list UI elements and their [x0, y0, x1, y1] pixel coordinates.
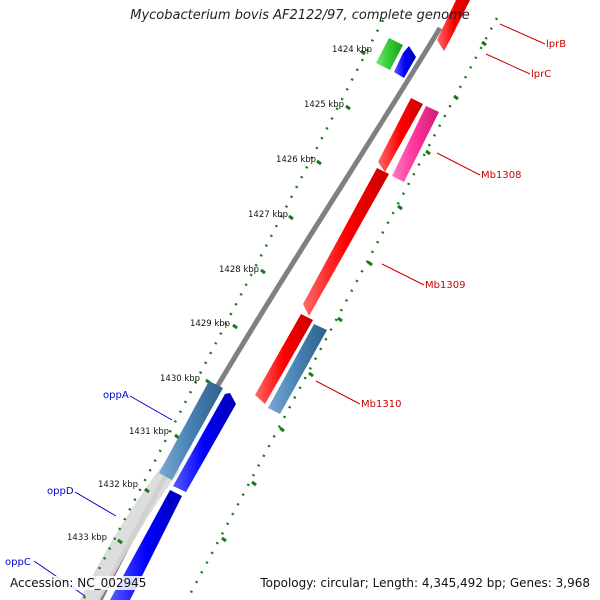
accession-text: Accession: NC_002945	[8, 576, 149, 590]
gene-oppA[interactable]	[173, 393, 236, 492]
gene-pink[interactable]	[392, 106, 439, 182]
backbone-shadow	[80, 462, 180, 600]
tick-label-1428: 1428 kbp	[219, 265, 259, 275]
tick-label-1425: 1425 kbp	[304, 100, 344, 110]
label-oppA: oppA	[103, 390, 129, 401]
gene-mb1309[interactable]	[303, 168, 389, 316]
tick-label-1433: 1433 kbp	[67, 533, 107, 543]
gene-oppD[interactable]	[110, 490, 182, 600]
label-connectors	[33, 23, 546, 597]
gene-mb1308[interactable]	[378, 98, 423, 172]
tick-label-1431: 1431 kbp	[129, 427, 169, 437]
gene-small-blue[interactable]	[394, 46, 416, 78]
tick-label-1424: 1424 kbp	[332, 45, 372, 55]
tick-label-1430: 1430 kbp	[160, 374, 200, 384]
label-lprC: lprC	[531, 69, 551, 80]
tick-label-1427: 1427 kbp	[248, 210, 288, 220]
label-oppC: oppC	[5, 557, 31, 568]
label-mb1309: Mb1309	[425, 280, 465, 291]
tick-label-1426: 1426 kbp	[276, 155, 316, 165]
backbone-track	[97, 26, 443, 600]
topology-summary: Topology: circular; Length: 4,345,492 bp…	[258, 576, 592, 590]
outer-major-ticks	[221, 40, 487, 543]
gene-steel-2[interactable]	[159, 381, 223, 480]
label-mb1310: Mb1310	[361, 399, 401, 410]
map-title: Mycobacterium bovis AF2122/97, complete …	[130, 8, 470, 23]
tick-label-1432: 1432 kbp	[98, 480, 138, 490]
gene-steel-1[interactable]	[268, 324, 327, 414]
label-lprB: lprB	[546, 39, 566, 50]
gene-mb1310[interactable]	[255, 314, 313, 404]
major-ticks	[117, 49, 366, 545]
label-mb1308: Mb1308	[481, 170, 521, 181]
gene-green[interactable]	[376, 38, 403, 70]
label-oppD: oppD	[47, 486, 74, 497]
gene-lprC[interactable]	[437, 0, 470, 51]
tick-label-1429: 1429 kbp	[190, 319, 230, 329]
